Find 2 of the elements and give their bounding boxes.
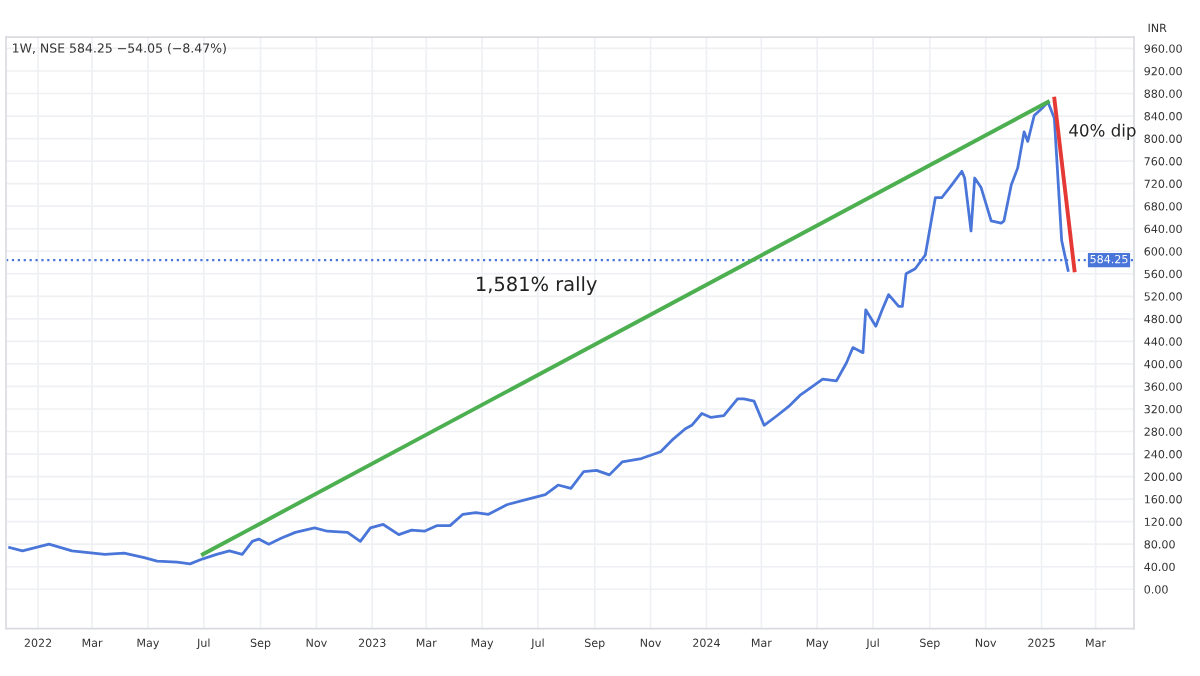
annotation: 1,581% rally: [477, 276, 597, 296]
annotation: 40% dip: [1069, 123, 1136, 140]
